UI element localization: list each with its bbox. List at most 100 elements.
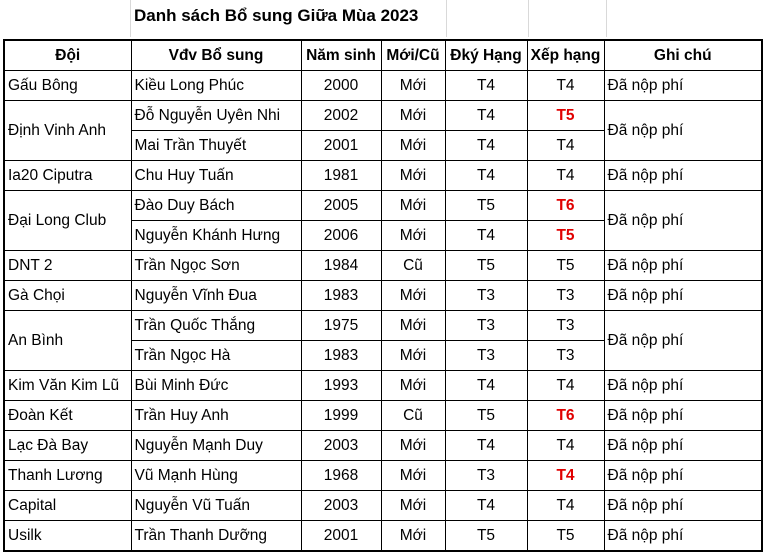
registered-rank-cell[interactable]: T4 <box>444 160 528 191</box>
birth-year-cell[interactable]: 1983 <box>300 280 382 311</box>
rank-cell[interactable]: T3 <box>526 280 605 311</box>
birth-year-cell[interactable]: 2000 <box>300 70 382 101</box>
note-cell[interactable]: Đã nộp phí <box>603 490 763 521</box>
team-cell[interactable]: Thanh Lương <box>3 460 132 491</box>
birth-year-cell[interactable]: 2005 <box>300 190 382 221</box>
registered-rank-cell[interactable]: T4 <box>444 220 528 251</box>
status-cell[interactable]: Cũ <box>380 400 446 431</box>
note-cell[interactable]: Đã nộp phí <box>603 280 763 311</box>
rank-cell[interactable]: T4 <box>526 460 605 491</box>
status-cell[interactable]: Mới <box>380 460 446 491</box>
registered-rank-cell[interactable]: T5 <box>444 190 528 221</box>
birth-year-cell[interactable]: 2001 <box>300 130 382 161</box>
status-cell[interactable]: Mới <box>380 160 446 191</box>
rank-cell[interactable]: T4 <box>526 490 605 521</box>
registered-rank-cell[interactable]: T5 <box>444 520 528 552</box>
rank-cell[interactable]: T4 <box>526 430 605 461</box>
birth-year-cell[interactable]: 2003 <box>300 430 382 461</box>
rank-cell[interactable]: T5 <box>526 220 605 251</box>
team-cell[interactable]: Gà Chọi <box>3 280 132 311</box>
note-cell[interactable]: Đã nộp phí <box>603 100 763 161</box>
birth-year-cell[interactable]: 2001 <box>300 520 382 552</box>
team-cell[interactable]: Đại Long Club <box>3 190 132 251</box>
header-new-old[interactable]: Mới/Cũ <box>380 39 446 71</box>
player-cell[interactable]: Bùi Minh Đức <box>130 370 302 401</box>
player-cell[interactable]: Kiều Long Phúc <box>130 70 302 101</box>
status-cell[interactable]: Mới <box>380 310 446 341</box>
note-cell[interactable]: Đã nộp phí <box>603 430 763 461</box>
status-cell[interactable]: Mới <box>380 430 446 461</box>
rank-cell[interactable]: T3 <box>526 340 605 371</box>
player-cell[interactable]: Vũ Mạnh Hùng <box>130 460 302 491</box>
status-cell[interactable]: Mới <box>380 70 446 101</box>
registered-rank-cell[interactable]: T4 <box>444 100 528 131</box>
birth-year-cell[interactable]: 1968 <box>300 460 382 491</box>
header-birth-year[interactable]: Năm sinh <box>300 39 382 71</box>
note-cell[interactable]: Đã nộp phí <box>603 400 763 431</box>
team-cell[interactable]: Usilk <box>3 520 132 552</box>
note-cell[interactable]: Đã nộp phí <box>603 70 763 101</box>
birth-year-cell[interactable]: 1984 <box>300 250 382 281</box>
player-cell[interactable]: Nguyễn Khánh Hưng <box>130 220 302 251</box>
note-cell[interactable]: Đã nộp phí <box>603 190 763 251</box>
status-cell[interactable]: Cũ <box>380 250 446 281</box>
team-cell[interactable]: Đoàn Kết <box>3 400 132 431</box>
registered-rank-cell[interactable]: T4 <box>444 430 528 461</box>
player-cell[interactable]: Chu Huy Tuấn <box>130 160 302 191</box>
player-cell[interactable]: Nguyễn Mạnh Duy <box>130 430 302 461</box>
team-cell[interactable]: Ia20 Ciputra <box>3 160 132 191</box>
note-cell[interactable]: Đã nộp phí <box>603 460 763 491</box>
player-cell[interactable]: Đỗ Nguyễn Uyên Nhi <box>130 100 302 131</box>
player-cell[interactable]: Trần Ngọc Hà <box>130 340 302 371</box>
header-player[interactable]: Vđv Bổ sung <box>130 39 302 71</box>
status-cell[interactable]: Mới <box>380 130 446 161</box>
rank-cell[interactable]: T6 <box>526 190 605 221</box>
registered-rank-cell[interactable]: T3 <box>444 340 528 371</box>
status-cell[interactable]: Mới <box>380 490 446 521</box>
registered-rank-cell[interactable]: T3 <box>444 280 528 311</box>
note-cell[interactable]: Đã nộp phí <box>603 370 763 401</box>
registered-rank-cell[interactable]: T5 <box>444 400 528 431</box>
status-cell[interactable]: Mới <box>380 100 446 131</box>
birth-year-cell[interactable]: 2003 <box>300 490 382 521</box>
player-cell[interactable]: Nguyễn Vĩnh Đua <box>130 280 302 311</box>
birth-year-cell[interactable]: 1999 <box>300 400 382 431</box>
registered-rank-cell[interactable]: T4 <box>444 370 528 401</box>
rank-cell[interactable]: T4 <box>526 370 605 401</box>
player-cell[interactable]: Mai Trần Thuyết <box>130 130 302 161</box>
rank-cell[interactable]: T4 <box>526 70 605 101</box>
team-cell[interactable]: An Bình <box>3 310 132 371</box>
birth-year-cell[interactable]: 1975 <box>300 310 382 341</box>
status-cell[interactable]: Mới <box>380 520 446 552</box>
team-cell[interactable]: Định Vinh Anh <box>3 100 132 161</box>
status-cell[interactable]: Mới <box>380 220 446 251</box>
rank-cell[interactable]: T6 <box>526 400 605 431</box>
player-cell[interactable]: Trần Thanh Dưỡng <box>130 520 302 552</box>
registered-rank-cell[interactable]: T4 <box>444 490 528 521</box>
player-cell[interactable]: Trần Huy Anh <box>130 400 302 431</box>
registered-rank-cell[interactable]: T5 <box>444 250 528 281</box>
registered-rank-cell[interactable]: T3 <box>444 310 528 341</box>
rank-cell[interactable]: T5 <box>526 100 605 131</box>
team-cell[interactable]: Gấu Bông <box>3 70 132 101</box>
team-cell[interactable]: Kim Văn Kim Lũ <box>3 370 132 401</box>
player-cell[interactable]: Nguyễn Vũ Tuấn <box>130 490 302 521</box>
rank-cell[interactable]: T4 <box>526 160 605 191</box>
team-cell[interactable]: DNT 2 <box>3 250 132 281</box>
status-cell[interactable]: Mới <box>380 340 446 371</box>
header-rank[interactable]: Xếp hạng <box>526 39 605 71</box>
team-cell[interactable]: Capital <box>3 490 132 521</box>
player-cell[interactable]: Đào Duy Bách <box>130 190 302 221</box>
birth-year-cell[interactable]: 1993 <box>300 370 382 401</box>
birth-year-cell[interactable]: 2006 <box>300 220 382 251</box>
registered-rank-cell[interactable]: T4 <box>444 130 528 161</box>
player-cell[interactable]: Trần Ngọc Sơn <box>130 250 302 281</box>
birth-year-cell[interactable]: 1981 <box>300 160 382 191</box>
rank-cell[interactable]: T5 <box>526 520 605 552</box>
registered-rank-cell[interactable]: T4 <box>444 70 528 101</box>
header-note[interactable]: Ghi chú <box>603 39 763 71</box>
status-cell[interactable]: Mới <box>380 280 446 311</box>
birth-year-cell[interactable]: 2002 <box>300 100 382 131</box>
player-cell[interactable]: Trần Quốc Thắng <box>130 310 302 341</box>
note-cell[interactable]: Đã nộp phí <box>603 520 763 552</box>
